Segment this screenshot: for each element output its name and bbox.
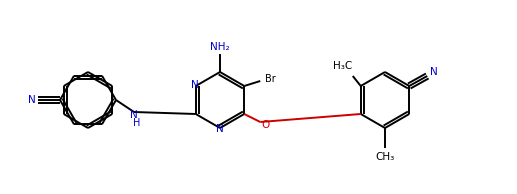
Text: N: N: [130, 110, 138, 120]
Text: N: N: [430, 67, 438, 77]
Text: O: O: [261, 120, 269, 130]
Text: H: H: [133, 118, 141, 128]
Text: N: N: [28, 95, 36, 105]
Text: N: N: [191, 80, 199, 90]
Text: H₃C: H₃C: [333, 61, 353, 71]
Text: Br: Br: [265, 74, 276, 84]
Text: CH₃: CH₃: [375, 152, 394, 162]
Text: NH₂: NH₂: [210, 42, 230, 52]
Text: N: N: [216, 124, 224, 134]
